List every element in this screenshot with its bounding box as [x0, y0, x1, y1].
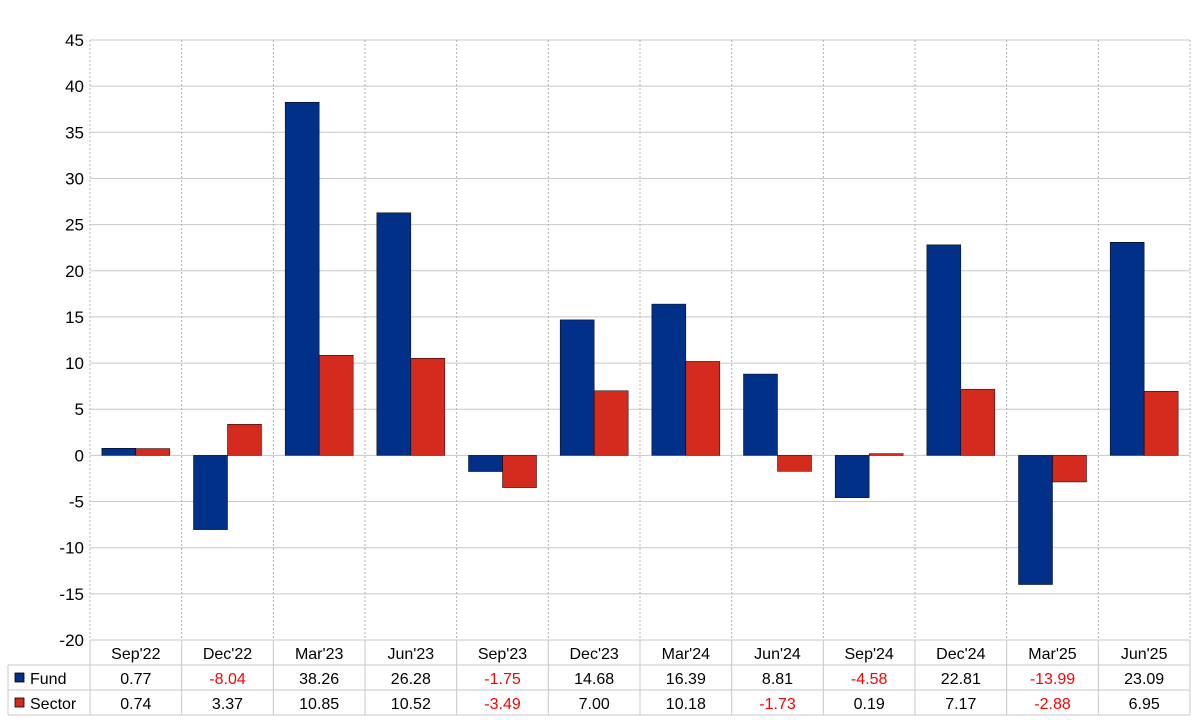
- table-cell-sector: -3.49: [484, 696, 521, 713]
- bar-sector: [410, 358, 446, 456]
- table-cell-fund: 0.77: [120, 671, 151, 688]
- legend-label-sector: Sector: [30, 696, 77, 713]
- x-tick-label: Dec'24: [936, 646, 985, 663]
- x-tick-label: Sep'22: [111, 646, 160, 663]
- table-cell-fund: 8.81: [762, 671, 793, 688]
- table-cell-sector: 0.19: [854, 696, 885, 713]
- table-cell-sector: 7.17: [945, 696, 976, 713]
- bar-sector: [227, 424, 262, 456]
- legend-label-fund: Fund: [30, 671, 66, 688]
- chart-bars: [101, 101, 1179, 585]
- y-tick-label: 25: [65, 216, 84, 235]
- bar-sector: [593, 390, 629, 456]
- table-cell-fund: 16.39: [666, 671, 706, 688]
- x-tick-label: Dec'22: [203, 646, 252, 663]
- bar-fund: [468, 455, 503, 472]
- bar-fund: [834, 455, 870, 498]
- x-tick-label: Jun'25: [1121, 646, 1168, 663]
- legend-swatch-fund: [14, 672, 25, 683]
- bar-sector: [502, 455, 537, 488]
- x-tick-label: Sep'24: [845, 646, 894, 663]
- table-cell-sector: 3.37: [212, 696, 243, 713]
- bar-sector: [777, 455, 812, 472]
- bar-fund: [926, 244, 962, 456]
- data-table: Sep'22 Dec'22 Mar'23 Jun'23 Sep'23 Dec'23 Mar'…: [7, 639, 1191, 716]
- bar-fund: [559, 319, 595, 456]
- table-cell-fund: 26.28: [391, 671, 431, 688]
- table-cell-fund: 38.26: [299, 671, 339, 688]
- x-tick-label: Jun'23: [388, 646, 435, 663]
- y-tick-label: -10: [59, 539, 84, 558]
- y-tick-label: 35: [65, 123, 84, 142]
- y-tick-label: -20: [59, 631, 84, 650]
- table-cell-fund: 14.68: [574, 671, 614, 688]
- table-cell-fund: -4.58: [851, 671, 888, 688]
- bar-sector: [1052, 455, 1087, 483]
- bar-fund: [651, 303, 687, 456]
- x-tick-label: Dec'23: [570, 646, 619, 663]
- bar-sector: [685, 361, 721, 456]
- bar-sector: [960, 388, 996, 456]
- bar-sector: [135, 448, 171, 456]
- bar-fund: [101, 448, 137, 456]
- table-cell-sector: 7.00: [579, 696, 610, 713]
- bar-sector: [1143, 390, 1179, 456]
- y-tick-label: 45: [65, 31, 84, 50]
- table-cell-sector: 0.74: [120, 696, 151, 713]
- legend-swatch-sector: [14, 697, 25, 708]
- table-cell-sector: -1.73: [759, 696, 796, 713]
- y-tick-label: 0: [75, 446, 84, 465]
- y-tick-label: 20: [65, 262, 84, 281]
- bar-fund: [284, 101, 320, 456]
- y-tick-label: 15: [65, 308, 84, 327]
- table-cell-fund: -8.04: [209, 671, 246, 688]
- y-tick-label: 30: [65, 169, 84, 188]
- y-tick-label: -15: [59, 585, 84, 604]
- bar-fund: [376, 212, 412, 456]
- table-cell-fund: -1.75: [484, 671, 521, 688]
- table-cell-fund: 22.81: [941, 671, 981, 688]
- x-tick-label: Jun'24: [754, 646, 801, 663]
- table-cell-sector: 6.95: [1129, 696, 1160, 713]
- bar-sector: [318, 354, 354, 456]
- bar-fund: [1109, 241, 1145, 456]
- y-tick-label: 5: [75, 400, 84, 419]
- bar-fund: [1018, 455, 1053, 585]
- y-tick-label: 40: [65, 77, 84, 96]
- x-tick-label: Sep'23: [478, 646, 527, 663]
- table-cell-sector: 10.52: [391, 696, 431, 713]
- table-cell-sector: -2.88: [1034, 696, 1071, 713]
- y-tick-label: 10: [65, 354, 84, 373]
- y-tick-label: -5: [69, 493, 84, 512]
- y-axis: 45 40 35 30 25 20 15 10 5 0 -5 -10 -15 -20: [59, 31, 84, 650]
- table-cell-fund: 23.09: [1124, 671, 1164, 688]
- bar-fund: [193, 455, 228, 530]
- table-cell-sector: 10.18: [666, 696, 706, 713]
- x-tick-label: Mar'23: [295, 646, 344, 663]
- x-tick-label: Mar'25: [1028, 646, 1077, 663]
- x-tick-label: Mar'24: [662, 646, 711, 663]
- bar-sector: [868, 453, 904, 456]
- table-cell-fund: -13.99: [1030, 671, 1075, 688]
- bar-fund: [743, 373, 778, 456]
- table-cell-sector: 10.85: [299, 696, 339, 713]
